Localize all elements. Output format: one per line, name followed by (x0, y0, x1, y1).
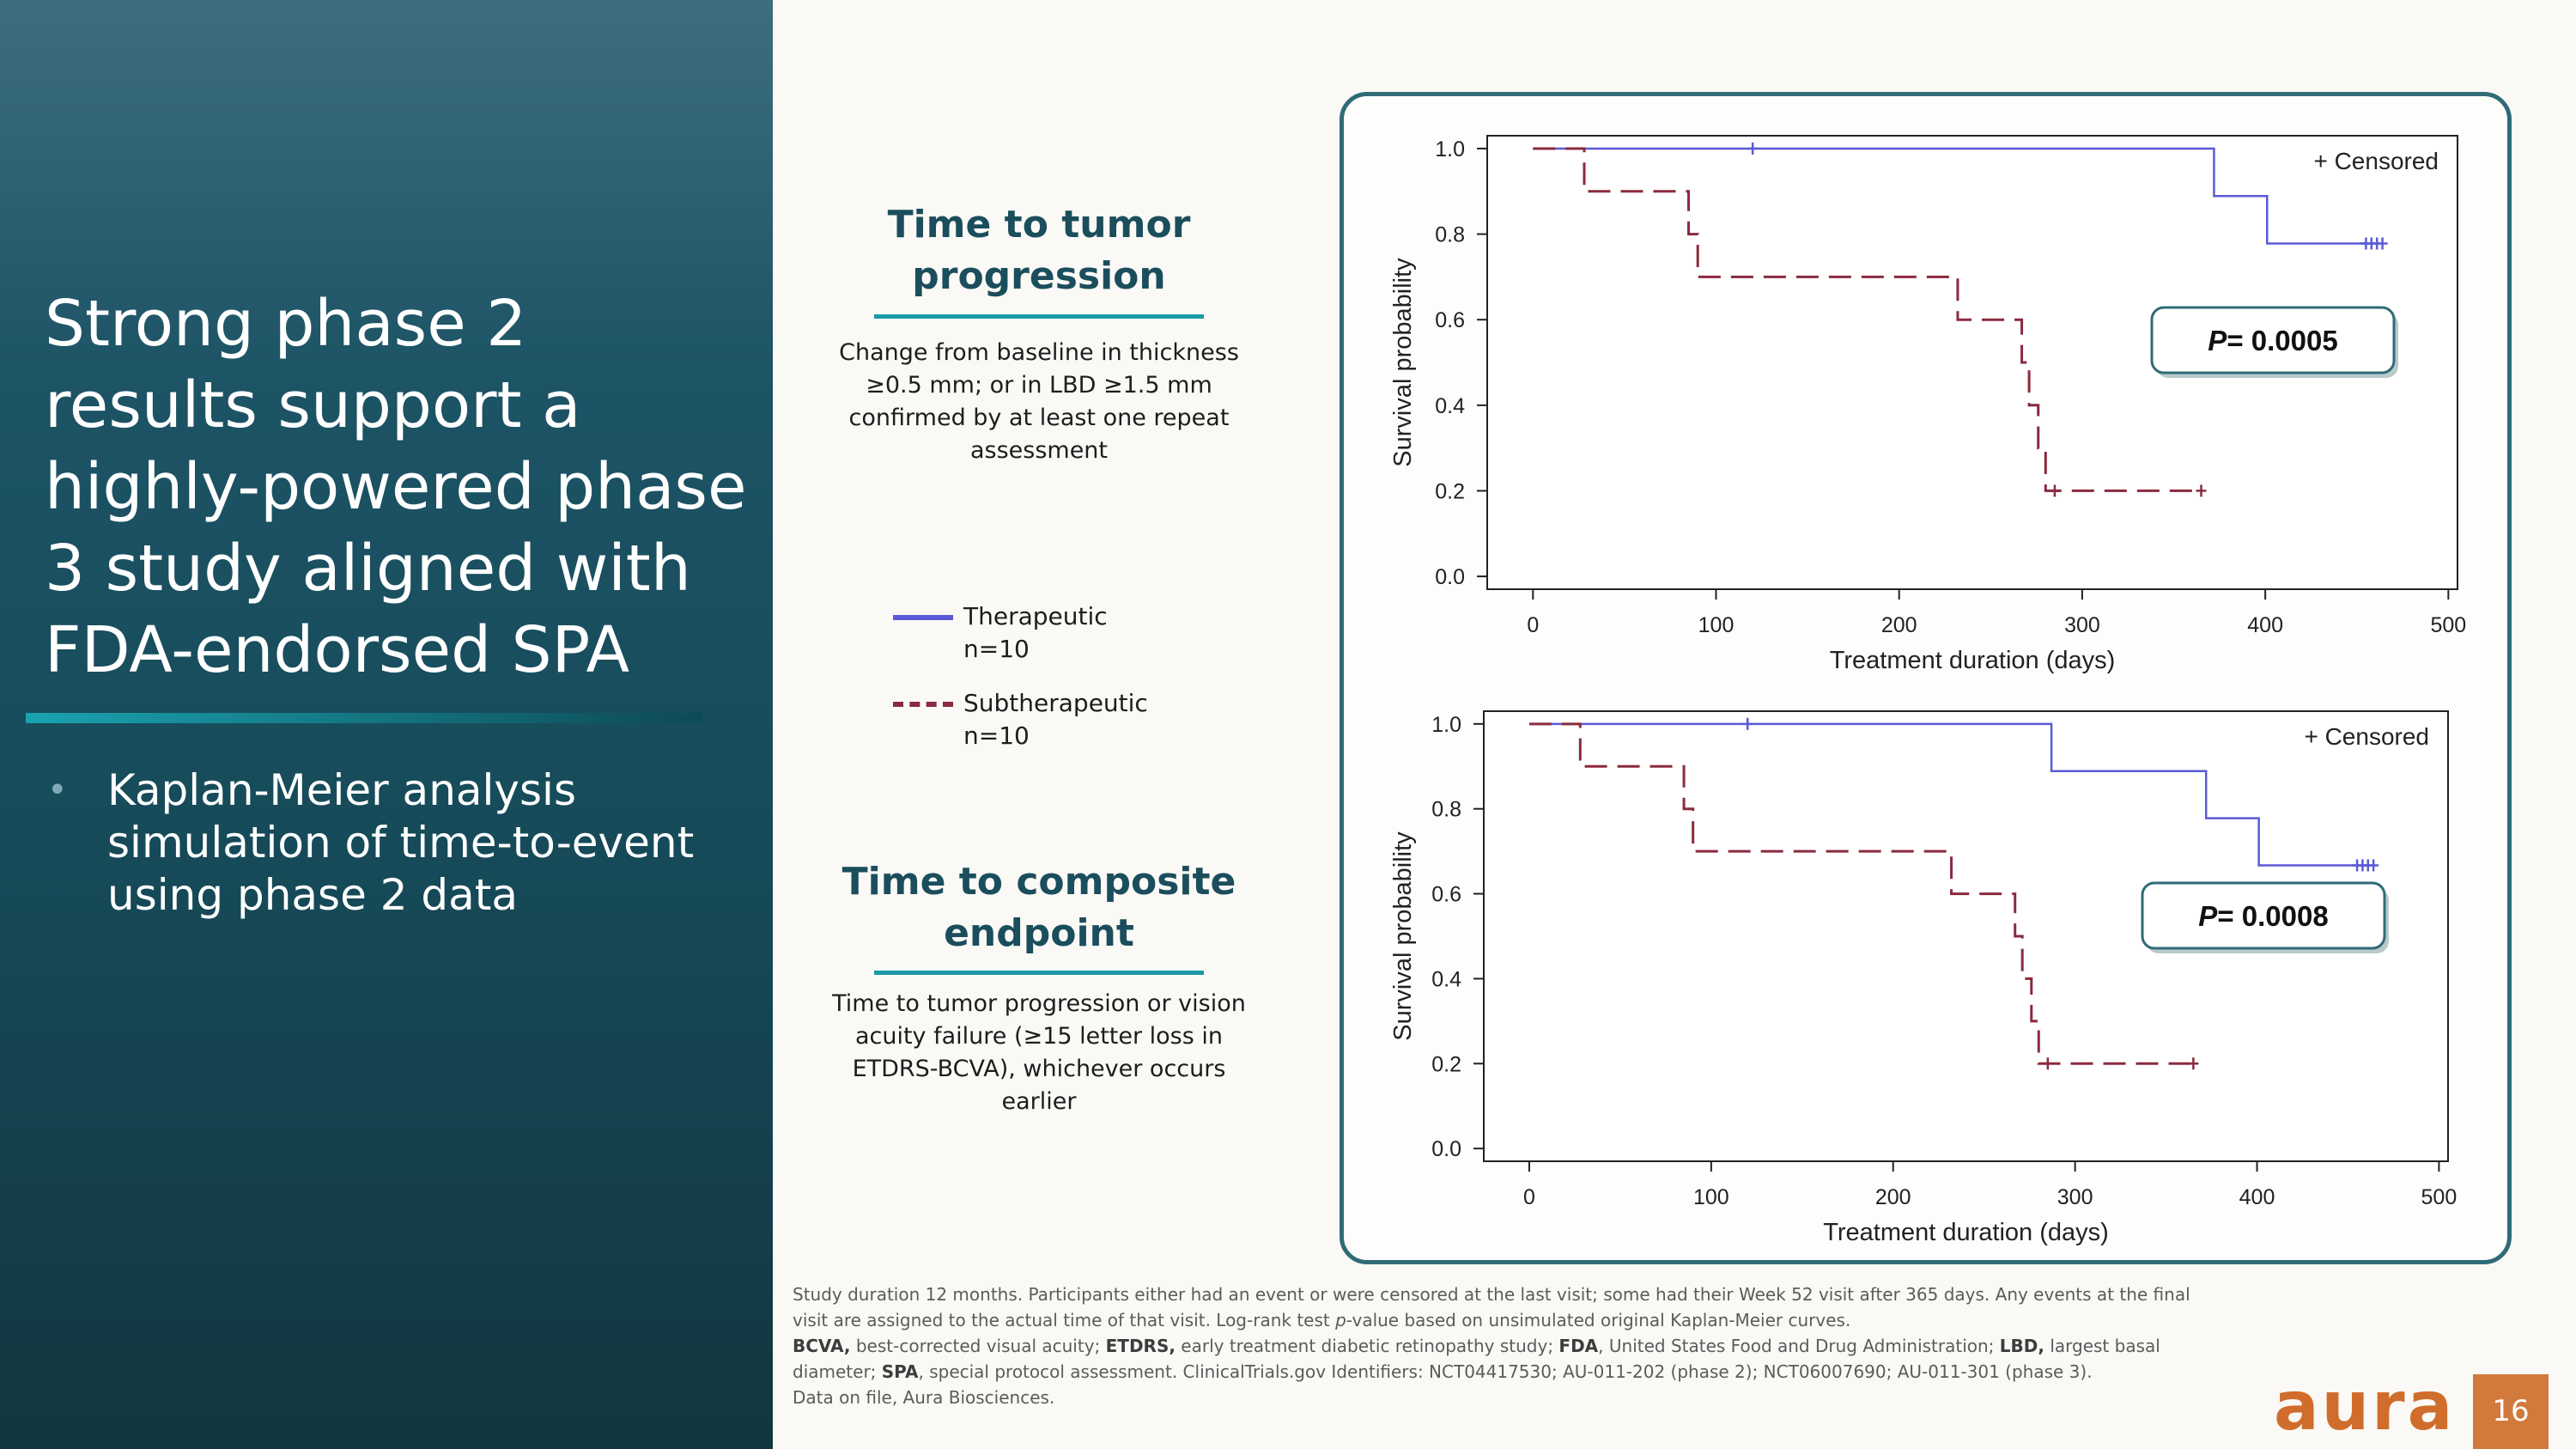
section-description-tumor-progression: Change from baseline in thickness ≥0.5 m… (839, 339, 1239, 464)
chart-1-y-tick-label: 0.0 (1435, 565, 1465, 589)
legend-swatch-subtherapeutic (893, 702, 953, 707)
chart-2-y-axis-label: Survival probability (1389, 831, 1417, 1041)
chart-1-y-tick-label: 1.0 (1435, 137, 1465, 161)
chart-1-series-therapeutic-censor-mark (1747, 142, 1759, 155)
chart-1-x-axis-label: Treatment duration (days) (1830, 647, 2116, 674)
chart-2-x-tick-label: 500 (2421, 1185, 2458, 1209)
chart-1-y-axis-label: Survival probability (1389, 258, 1417, 467)
chart-2-x-tick-label: 100 (1693, 1185, 1729, 1209)
chart-1-censored-label: + Censored (2313, 148, 2439, 174)
chart-1-y-tick-label: 0.6 (1435, 308, 1465, 332)
chart-2-y-tick-label: 0.8 (1431, 798, 1461, 822)
chart-1-x-tick-label: 0 (1527, 613, 1539, 637)
footnote-study-notes: Study duration 12 months. Participants e… (793, 1284, 2190, 1330)
chart-1-series-therapeutic-line (1533, 147, 2379, 245)
chart-2-series-subtherapeutic-censor-mark (2188, 1057, 2199, 1070)
chart-2-y-tick-label: 0.0 (1431, 1137, 1461, 1161)
left-panel (0, 0, 773, 1449)
bullet-marker: • (47, 770, 68, 810)
aura-logo: aura (2274, 1368, 2456, 1446)
chart-2-x-tick-label: 400 (2239, 1185, 2275, 1209)
chart-2: 0 100 200 300 400 500 0.0 0.2 0.4 0.6 0.8 1.0 Treatm… (1389, 710, 2458, 1246)
footnotes: Study duration 12 months. Participants e… (793, 1282, 2201, 1410)
footnote-abbreviations: BCVA, best-corrected visual acuity; ETDR… (793, 1336, 2160, 1382)
section-underline-composite-endpoint (874, 971, 1204, 975)
chart-1-y-tick-label: 0.2 (1435, 479, 1465, 503)
chart-2-series-therapeutic-censor-mark (1742, 717, 1753, 730)
chart-1-x-tick-label: 400 (2247, 613, 2283, 637)
chart-1-x-tick-label: 500 (2430, 613, 2466, 637)
chart-2-x-axis-label: Treatment duration (days) (1823, 1219, 2109, 1246)
chart-1-series-therapeutic-censor-mark (2377, 237, 2388, 250)
chart-2-x-tick-label: 200 (1875, 1185, 1911, 1209)
chart-2-series-subtherapeutic-line (1528, 722, 2194, 1065)
chart-1-x-tick-label: 100 (1698, 613, 1735, 637)
slide-title: Strong phase 2 results support a highly-… (45, 287, 747, 687)
chart-1: 0 100 200 300 400 500 0.0 0.2 0.4 0.6 0.8 1.0 Treatm… (1389, 135, 2466, 674)
section-underline-tumor-progression (874, 314, 1204, 319)
page-number: 16 (2473, 1374, 2549, 1449)
chart-2-y-tick-label: 1.0 (1431, 713, 1461, 737)
chart-1-p-value-label: P= 0.0005 (2208, 325, 2337, 356)
chart-1-y-tick-label: 0.4 (1435, 394, 1465, 418)
chart-2-y-tick-label: 0.4 (1431, 967, 1461, 991)
bullet-text: Kaplan-Meier analysis simulation of time… (107, 765, 695, 920)
chart-2-p-value-box (2141, 881, 2386, 950)
chart-2-censored-label: + Censored (2304, 723, 2429, 750)
chart-2-x-tick-label: 300 (2057, 1185, 2093, 1209)
chart-1-y-tick-label: 0.8 (1435, 223, 1465, 247)
chart-2-y-tick-label: 0.6 (1431, 883, 1461, 907)
chart-2-p-value-label: P= 0.0008 (2198, 900, 2328, 932)
chart-2-x-tick-label: 0 (1523, 1185, 1535, 1209)
chart-2-series-therapeutic-line (1528, 722, 2370, 867)
chart-2-y-tick-label: 0.2 (1431, 1052, 1461, 1076)
chart-1-x-tick-label: 300 (2064, 613, 2100, 637)
section-description-composite-endpoint: Time to tumor progression or vision acui… (832, 990, 1246, 1115)
chart-1-series-subtherapeutic-line (1533, 147, 2202, 492)
legend-swatch-therapeutic (893, 615, 953, 620)
title-underline (26, 713, 702, 723)
chart-1-x-tick-label: 200 (1881, 613, 1917, 637)
section-title-composite-endpoint: Time to composite endpoint (841, 860, 1236, 955)
chart-1-p-value-box (2150, 306, 2396, 374)
chart-1-series-subtherapeutic-censor-mark (2196, 484, 2207, 497)
legend-label-therapeutic: Therapeutic n=10 (963, 602, 1108, 663)
legend-label-subtherapeutic: Subtherapeutic n=10 (963, 689, 1148, 750)
chart-1-series-subtherapeutic-censor-mark (2049, 484, 2060, 497)
chart-2-series-therapeutic-censor-mark (2368, 859, 2379, 872)
section-title-tumor-progression: Time to tumor progression (887, 203, 1191, 298)
footnote-data-source: Data on file, Aura Biosciences. (793, 1387, 1055, 1408)
chart-2-series-subtherapeutic-censor-mark (2042, 1057, 2053, 1070)
